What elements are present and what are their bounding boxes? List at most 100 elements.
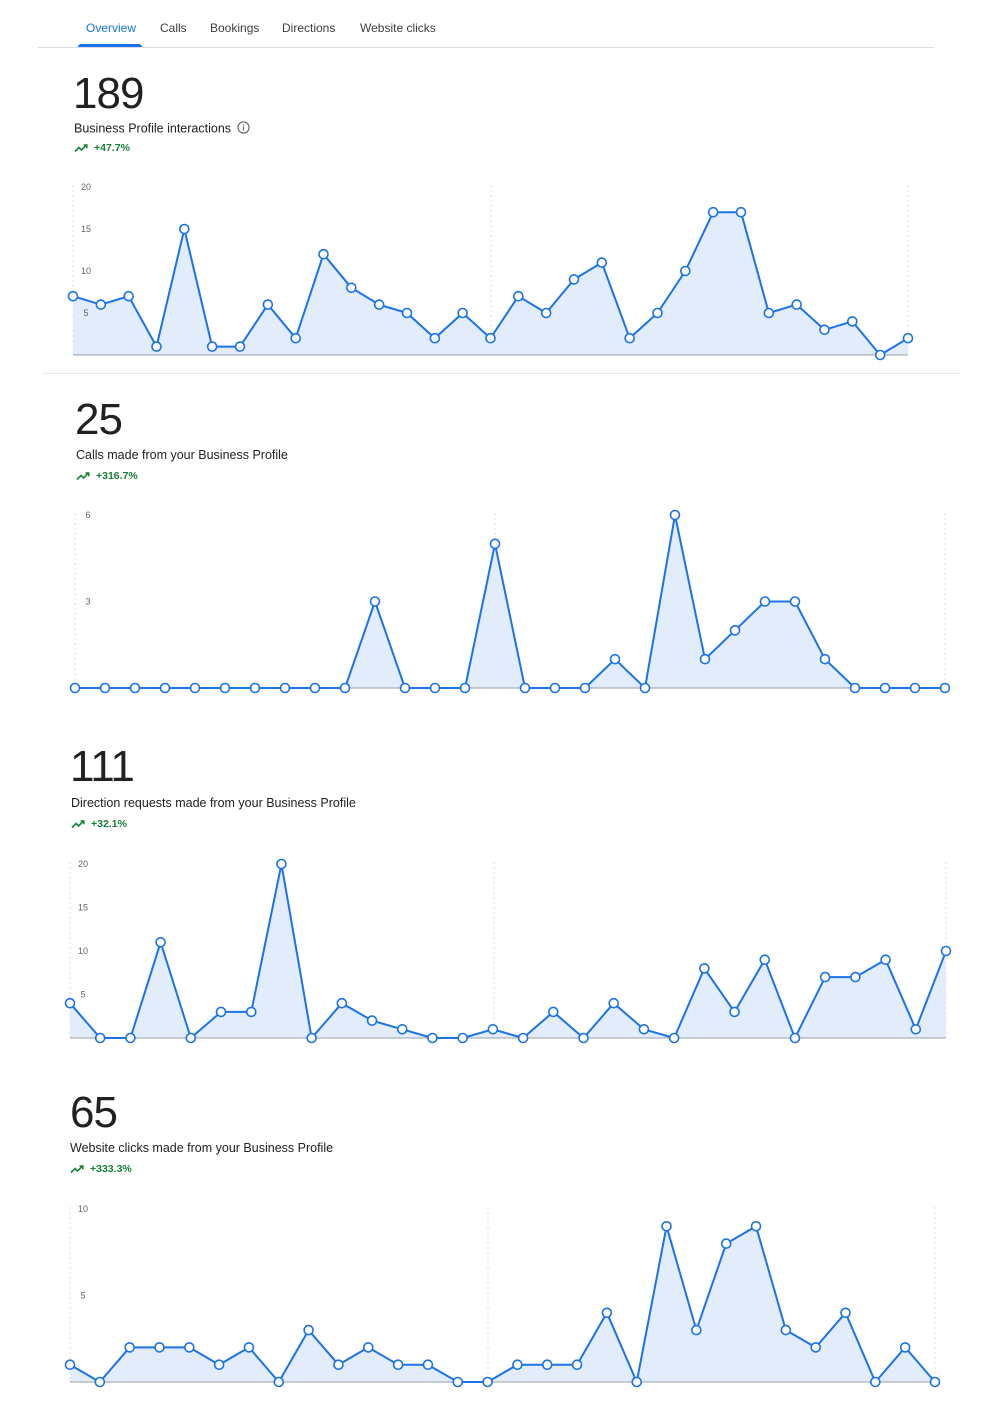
- data-point: [789, 596, 801, 607]
- data-point: [729, 1006, 740, 1018]
- tab-calls[interactable]: Calls: [160, 21, 187, 35]
- data-point: [362, 1342, 374, 1353]
- data-point: [373, 299, 385, 310]
- calls-label: Calls made from your Business Profile: [76, 448, 288, 462]
- y-tick-label: 3: [85, 597, 90, 607]
- directions-total: 111: [70, 742, 135, 791]
- interactions-change-value: +47.7%: [94, 142, 130, 154]
- data-point: [513, 290, 524, 302]
- calls-change-value: +316.7%: [96, 470, 138, 482]
- data-point: [791, 299, 802, 310]
- data-point: [99, 682, 111, 694]
- data-point: [318, 248, 329, 260]
- data-point: [429, 332, 441, 344]
- data-point: [339, 682, 351, 694]
- data-point: [151, 341, 162, 352]
- website-clicks-change: +333.3%: [70, 1163, 132, 1175]
- data-point: [519, 682, 531, 694]
- data-point: [64, 1359, 76, 1370]
- data-point: [94, 1032, 106, 1044]
- tab-bookings[interactable]: Bookings: [210, 21, 260, 35]
- data-point: [699, 963, 710, 974]
- data-point: [571, 1359, 583, 1370]
- y-tick-label: 5: [83, 308, 88, 318]
- info-icon[interactable]: [237, 121, 250, 137]
- y-tick-label: 20: [78, 859, 88, 869]
- data-point: [276, 858, 287, 870]
- data-point: [94, 1376, 106, 1388]
- data-point: [189, 682, 201, 694]
- data-point: [819, 324, 830, 336]
- series-area: [75, 515, 945, 688]
- tab-website-clicks[interactable]: Website clicks: [360, 21, 436, 35]
- data-point: [540, 307, 552, 319]
- data-point: [609, 653, 621, 665]
- data-point: [333, 1359, 344, 1370]
- data-point: [273, 1376, 285, 1388]
- data-point: [652, 307, 663, 319]
- data-point: [95, 299, 107, 310]
- data-point: [691, 1324, 702, 1336]
- data-point: [909, 682, 921, 694]
- data-point: [596, 257, 608, 268]
- data-point: [910, 1024, 922, 1035]
- data-point: [548, 1006, 559, 1018]
- data-point: [459, 682, 471, 694]
- data-point: [608, 997, 620, 1009]
- y-tick-label: 15: [78, 903, 88, 913]
- data-point: [369, 596, 381, 607]
- data-point: [639, 682, 651, 694]
- data-point: [735, 206, 747, 218]
- data-point: [184, 1342, 195, 1353]
- y-tick-label: 5: [80, 990, 85, 1000]
- data-point: [902, 332, 914, 344]
- data-point: [396, 1024, 408, 1035]
- data-point: [234, 341, 246, 352]
- y-tick-label: 6: [85, 510, 90, 520]
- data-point: [67, 290, 79, 302]
- series-area: [70, 1226, 935, 1382]
- directions-change: +32.1%: [71, 818, 127, 830]
- data-point: [457, 307, 468, 319]
- data-point: [427, 1032, 438, 1044]
- tab-bar: Overview Calls Bookings Directions Websi…: [38, 0, 934, 48]
- data-point: [452, 1376, 464, 1388]
- data-point: [568, 274, 580, 285]
- data-point: [669, 509, 681, 521]
- tab-overview[interactable]: Overview: [86, 21, 137, 35]
- y-tick-label: 5: [80, 1291, 85, 1301]
- data-point: [819, 971, 831, 983]
- trending-up-icon: [70, 1165, 84, 1174]
- interactions-chart: 20 15 10 5: [67, 182, 914, 361]
- data-point: [789, 1032, 801, 1044]
- website-clicks-chart: 10 5: [64, 1204, 941, 1388]
- website-clicks-change-value: +333.3%: [90, 1163, 132, 1175]
- calls-chart: 63: [69, 509, 951, 694]
- data-point: [940, 945, 952, 957]
- data-point: [880, 954, 891, 965]
- data-point: [154, 1342, 165, 1353]
- data-point: [309, 682, 321, 694]
- data-point: [549, 682, 561, 694]
- tab-directions[interactable]: Directions: [282, 21, 336, 35]
- data-point: [707, 206, 719, 218]
- data-point: [638, 1024, 650, 1035]
- y-tick-label: 15: [81, 224, 91, 234]
- data-point: [336, 997, 348, 1009]
- data-point: [129, 682, 141, 694]
- data-point: [489, 538, 501, 550]
- data-point: [219, 682, 231, 694]
- y-tick-label: 10: [78, 946, 88, 956]
- data-point: [346, 282, 357, 294]
- data-point: [849, 682, 861, 694]
- data-point: [392, 1359, 404, 1370]
- data-point: [249, 682, 261, 694]
- directions-chart: 20 15 10 5: [64, 858, 952, 1044]
- data-point: [840, 1307, 851, 1319]
- interactions-label-text: Business Profile interactions: [74, 121, 232, 136]
- data-point: [245, 1006, 257, 1018]
- data-point: [399, 682, 411, 694]
- data-point: [125, 1032, 136, 1044]
- series-area: [70, 864, 946, 1038]
- calls-change: +316.7%: [76, 470, 138, 482]
